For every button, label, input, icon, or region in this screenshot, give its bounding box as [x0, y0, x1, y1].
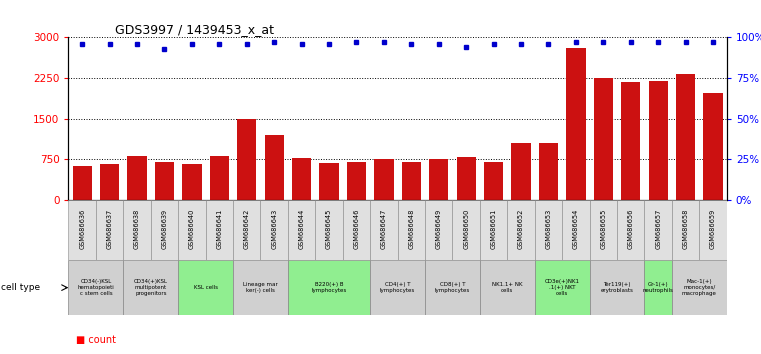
- Bar: [397, 200, 425, 260]
- Bar: [347, 162, 366, 200]
- Text: GSM686637: GSM686637: [107, 209, 113, 249]
- Bar: [676, 74, 696, 200]
- Bar: [210, 156, 229, 200]
- Text: GSM686644: GSM686644: [298, 209, 304, 250]
- Text: GSM686647: GSM686647: [381, 209, 387, 250]
- Text: B220(+) B
lymphocytes: B220(+) B lymphocytes: [311, 282, 347, 293]
- Bar: [480, 200, 508, 260]
- Text: GSM686652: GSM686652: [518, 209, 524, 250]
- Bar: [621, 82, 640, 200]
- Bar: [68, 200, 96, 260]
- Bar: [508, 200, 535, 260]
- Bar: [265, 135, 284, 200]
- Text: GSM686651: GSM686651: [491, 209, 497, 249]
- Text: GSM686659: GSM686659: [710, 209, 716, 249]
- Bar: [233, 260, 288, 315]
- Bar: [288, 200, 315, 260]
- Text: GSM686645: GSM686645: [326, 209, 332, 250]
- Bar: [370, 260, 425, 315]
- Text: GSM686646: GSM686646: [353, 209, 359, 250]
- Bar: [183, 164, 202, 200]
- Bar: [288, 260, 370, 315]
- Text: Mac-1(+)
monocytes/
macrophage: Mac-1(+) monocytes/ macrophage: [682, 279, 717, 296]
- Bar: [72, 166, 92, 200]
- Text: GSM686639: GSM686639: [161, 209, 167, 249]
- Bar: [260, 200, 288, 260]
- Bar: [155, 162, 174, 200]
- Text: GSM686653: GSM686653: [546, 209, 552, 249]
- Bar: [539, 143, 558, 200]
- Text: GSM686654: GSM686654: [573, 209, 579, 250]
- Text: GSM686649: GSM686649: [436, 209, 442, 249]
- Text: CD4(+) T
lymphocytes: CD4(+) T lymphocytes: [380, 282, 416, 293]
- Text: CD8(+) T
lymphocytes: CD8(+) T lymphocytes: [435, 282, 470, 293]
- Text: GSM686657: GSM686657: [655, 209, 661, 250]
- Text: Gr-1(+)
neutrophils: Gr-1(+) neutrophils: [643, 282, 673, 293]
- Text: CD34(+)KSL
multipotent
progenitors: CD34(+)KSL multipotent progenitors: [134, 279, 167, 296]
- Bar: [648, 81, 668, 200]
- Bar: [429, 159, 448, 200]
- Bar: [205, 200, 233, 260]
- Text: GSM686636: GSM686636: [79, 209, 85, 249]
- Text: GSM686658: GSM686658: [683, 209, 689, 250]
- Bar: [535, 200, 562, 260]
- Bar: [425, 260, 480, 315]
- Bar: [480, 260, 535, 315]
- Bar: [590, 260, 645, 315]
- Text: GSM686650: GSM686650: [463, 209, 470, 250]
- Bar: [457, 156, 476, 200]
- Bar: [342, 200, 370, 260]
- Text: CD3e(+)NK1
.1(+) NKT
cells: CD3e(+)NK1 .1(+) NKT cells: [545, 279, 580, 296]
- Text: CD34(-)KSL
hematopoieti
c stem cells: CD34(-)KSL hematopoieti c stem cells: [78, 279, 114, 296]
- Bar: [127, 155, 147, 200]
- Text: GSM686656: GSM686656: [628, 209, 634, 250]
- Text: cell type: cell type: [1, 283, 40, 292]
- Bar: [566, 48, 585, 200]
- Bar: [123, 200, 151, 260]
- Text: GSM686655: GSM686655: [600, 209, 607, 250]
- Bar: [320, 163, 339, 200]
- Text: GSM686638: GSM686638: [134, 209, 140, 249]
- Text: GDS3997 / 1439453_x_at: GDS3997 / 1439453_x_at: [115, 23, 273, 36]
- Text: GSM686643: GSM686643: [271, 209, 277, 249]
- Text: GSM686641: GSM686641: [216, 209, 222, 249]
- Text: Ter119(+)
erytroblasts: Ter119(+) erytroblasts: [600, 282, 633, 293]
- Bar: [645, 200, 672, 260]
- Bar: [699, 200, 727, 260]
- Bar: [178, 200, 205, 260]
- Bar: [453, 200, 480, 260]
- Bar: [645, 260, 672, 315]
- Bar: [562, 200, 590, 260]
- Bar: [402, 162, 421, 200]
- Bar: [68, 260, 123, 315]
- Bar: [484, 162, 503, 200]
- Text: NK1.1+ NK
cells: NK1.1+ NK cells: [492, 282, 523, 293]
- Bar: [96, 200, 123, 260]
- Text: GSM686642: GSM686642: [244, 209, 250, 250]
- Bar: [237, 119, 256, 200]
- Bar: [151, 200, 178, 260]
- Bar: [590, 200, 617, 260]
- Bar: [703, 92, 723, 200]
- Bar: [315, 200, 342, 260]
- Bar: [535, 260, 590, 315]
- Bar: [370, 200, 397, 260]
- Text: KSL cells: KSL cells: [193, 285, 218, 290]
- Bar: [511, 143, 530, 200]
- Bar: [672, 260, 727, 315]
- Bar: [617, 200, 645, 260]
- Bar: [425, 200, 453, 260]
- Bar: [100, 164, 119, 200]
- Bar: [292, 158, 311, 200]
- Text: GSM686648: GSM686648: [409, 209, 414, 250]
- Bar: [594, 78, 613, 200]
- Text: Lineage mar
ker(-) cells: Lineage mar ker(-) cells: [243, 282, 278, 293]
- Text: GSM686640: GSM686640: [189, 209, 195, 250]
- Bar: [374, 159, 393, 200]
- Bar: [672, 200, 699, 260]
- Text: ■ count: ■ count: [76, 335, 116, 345]
- Bar: [123, 260, 178, 315]
- Bar: [178, 260, 233, 315]
- Bar: [233, 200, 260, 260]
